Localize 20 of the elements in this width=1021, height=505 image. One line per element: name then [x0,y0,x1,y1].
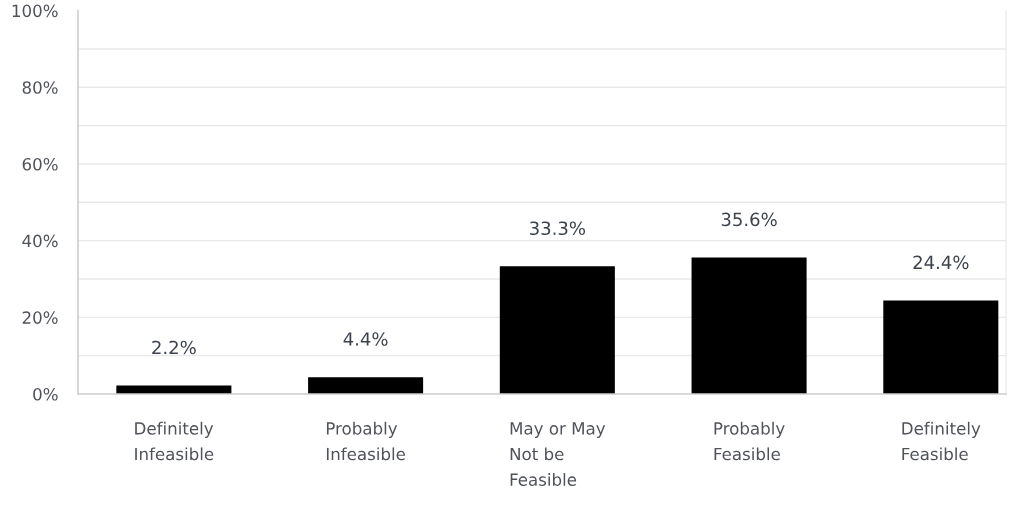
y-tick-label: 20% [22,311,58,324]
data-label: 24.4% [913,255,969,270]
data-label: 33.3% [530,221,586,236]
y-tick-label: 0% [33,387,58,401]
bar [499,266,615,394]
y-tick-label: 100% [12,4,58,18]
x-tick-label: Probably Feasible [714,421,785,461]
x-tick-label: Definitely Feasible [902,421,981,461]
x-tick-label: Definitely Infeasible [135,421,214,461]
y-tick-label: 40% [22,234,58,248]
bar [883,300,999,394]
data-label: 4.4% [343,332,388,346]
y-tick-label: 60% [22,157,58,171]
data-label: 35.6% [721,212,777,227]
bar [691,257,807,394]
x-tick-label: May or May Not be Feasible [510,422,606,486]
bar [308,377,424,394]
x-tick-label: Probably Infeasible [326,421,406,461]
y-tick-label: 80% [22,81,58,94]
data-label: 2.2% [152,340,196,355]
